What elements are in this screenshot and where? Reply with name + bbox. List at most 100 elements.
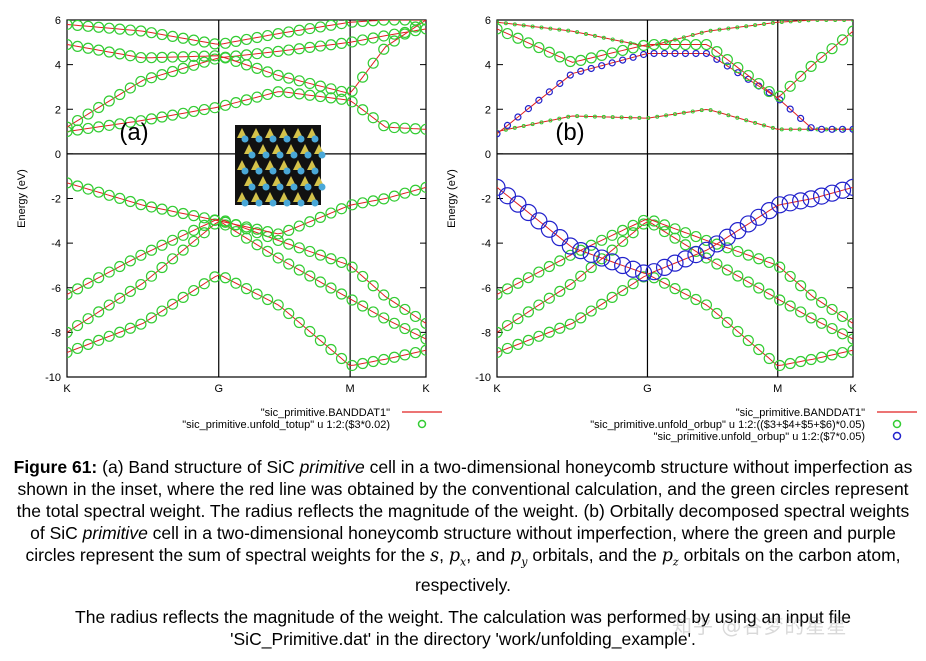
legend-circle-swatch [892,419,902,429]
band-7-point [596,49,608,62]
band-5-point [230,96,242,109]
band-6-point [114,88,126,101]
band-6-point [335,37,348,49]
inset-silicon-atom [248,151,256,159]
band-5-point [726,113,731,118]
band-7-point [847,25,853,37]
band-8-point [673,37,677,42]
inset-carbon-atom [237,160,247,170]
band-1-point [188,284,200,297]
band-8-point [637,43,642,48]
band-5-point [135,115,147,127]
band-1-point [836,346,849,359]
band-7-point [378,43,390,55]
inset-silicon-atom [297,199,305,207]
inset-carbon-atom [293,192,303,202]
band-4-point [272,228,284,240]
band-1-point [774,359,786,372]
inset-silicon-atom [269,167,277,175]
band-1-point [679,288,692,300]
x-tick-label: G [643,383,652,395]
band-3-point [198,219,210,231]
band-3-point [357,270,369,283]
band-7-point [409,21,422,33]
band-2-point [700,252,713,264]
band-3-point [135,249,147,261]
band-4-point [124,195,136,208]
inset-silicon-atom [255,135,263,143]
y-tick-label: 2 [55,104,61,116]
band-2-point [669,232,681,244]
band-8-point [409,20,422,26]
band-2-point [283,258,295,270]
band-6-point [420,23,426,35]
band-5-point [699,108,704,113]
band-4-point [750,208,768,226]
band-2-point [388,317,400,329]
band-1-point [732,325,744,338]
band-7-point [627,42,639,54]
inset-silicon-atom [276,183,284,191]
band-7-point [742,69,754,82]
band-3-point [847,317,853,330]
band-6-point [135,75,147,88]
band-3-point [388,296,400,309]
band-4-point [93,186,105,198]
band-5-point [82,122,94,135]
band-7-point [501,27,514,40]
band-6-point [692,49,700,58]
inset-silicon-atom [248,183,256,191]
y-tick-label: -10 [45,372,61,384]
band-1-point [325,343,337,356]
band-1-point [272,299,284,311]
band-2-point [335,288,348,300]
band-6-point [198,56,210,68]
band-7-point [399,28,411,40]
band-1-point [721,316,733,329]
band-3-point [815,296,828,309]
y-tick-label: -6 [481,283,491,295]
inset-carbon-atom [307,160,317,170]
band-2-point [230,225,242,238]
band-7-point [784,80,796,92]
band-8-point [762,21,766,26]
x-tick-label: M [346,383,355,395]
band-4-point [582,245,600,263]
inset-silicon-atom [283,199,291,207]
band-3-point [669,223,681,235]
band-6-point [293,43,305,55]
band-1-point [690,293,702,306]
inset-carbon-atom [237,192,247,202]
inset-silicon-atom [241,167,249,175]
band-7-point [753,77,765,90]
band-7-point [219,52,231,64]
band-1-point [335,352,348,365]
band-7-point [293,75,305,87]
inset-silicon-atom [304,183,312,191]
band-6-point [166,65,179,78]
band-4-point [367,195,379,207]
band-5-point [93,121,105,133]
inset-carbon-atom [279,192,289,202]
band-1-point [399,349,411,361]
band-5-point [114,118,126,130]
band-4-point [676,250,695,268]
band-5-point [145,113,158,125]
band-3-point [304,245,316,258]
band-6-point [566,71,574,79]
band-8-point [325,20,337,31]
band-4-point [135,199,147,211]
figure-number: Figure 61: [13,457,98,477]
band-8-point [262,29,274,42]
band-5-point [557,116,562,121]
band-1-point [763,352,775,365]
band-2-point [177,244,189,256]
band-5-point [610,115,615,120]
inset-carbon-atom [265,192,275,202]
band-4-point [844,178,853,196]
band-3-point [346,261,358,273]
band-5-point [67,125,73,138]
band-8-point [753,23,758,28]
band-1-point [658,277,671,289]
inset-silicon-atom [318,183,326,191]
